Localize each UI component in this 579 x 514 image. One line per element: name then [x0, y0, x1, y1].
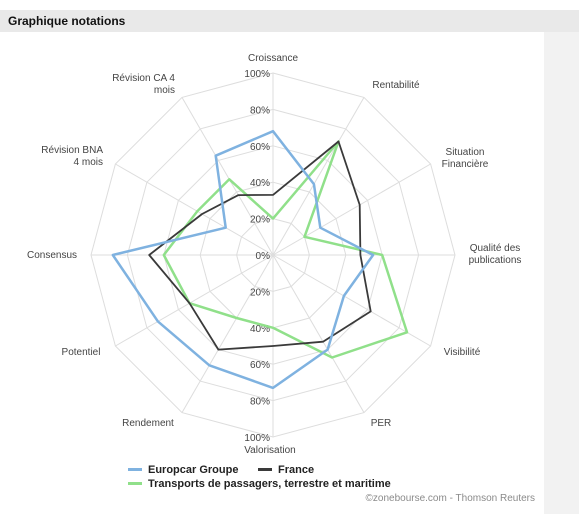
legend-item-france[interactable]: France [258, 464, 314, 476]
series-line-3 [162, 140, 409, 359]
radial-tick-label-lower: 40% [250, 324, 270, 335]
category-label-4: Qualité des publications [469, 243, 522, 266]
category-label-3: Situation Financière [442, 147, 489, 170]
category-label-2: Rentabilité [372, 80, 420, 91]
legend-label-transports: Transports de passagers, terrestre et ma… [148, 478, 391, 490]
radial-tick-label-upper: 60% [250, 142, 270, 153]
legend-item-transports[interactable]: Transports de passagers, terrestre et ma… [128, 478, 391, 490]
radial-tick-label-lower: 20% [250, 287, 270, 298]
grid-spoke [115, 163, 274, 256]
category-label-7: Valorisation [244, 445, 296, 456]
radial-tick-label-upper: 20% [250, 215, 270, 226]
radial-tick-label-lower: 60% [250, 360, 270, 371]
category-label-12: Révision CA 4 mois [112, 73, 175, 96]
legend-label-france: France [278, 464, 315, 476]
grid-spoke [181, 97, 274, 256]
category-label-1: Croissance [248, 53, 298, 64]
grid-spoke [272, 163, 431, 256]
radial-tick-label-upper: 0% [256, 251, 271, 262]
radial-tick-label-upper: 40% [250, 178, 270, 189]
legend-label-europcar: Europcar Groupe [148, 464, 239, 476]
chart-title: Graphique notations [8, 14, 126, 28]
legend-swatch-transports [128, 481, 142, 485]
radial-tick-label-lower: 100% [244, 433, 270, 444]
legend-swatch-france [258, 467, 272, 471]
legend-item-europcar[interactable]: Europcar Groupe [128, 464, 238, 476]
radial-tick-label-lower: 80% [250, 397, 270, 408]
series-line-1 [111, 129, 375, 390]
category-label-6: PER [371, 418, 392, 429]
legend-swatch-europcar [128, 467, 142, 471]
chart-panel [0, 32, 544, 514]
radial-tick-label-upper: 80% [250, 105, 270, 116]
category-label-8: Rendement [122, 418, 174, 429]
grid-spoke [181, 254, 274, 413]
category-label-11: Révision BNA 4 mois [41, 145, 103, 168]
radial-tick-label-upper: 100% [244, 69, 270, 80]
grid-spoke [115, 254, 274, 347]
category-label-5: Visibilité [444, 347, 481, 358]
category-label-9: Potentiel [62, 347, 101, 358]
source-credit: ©zonebourse.com - Thomson Reuters [365, 493, 535, 504]
right-strip [544, 32, 579, 514]
grid-spoke [272, 97, 365, 256]
grid-spoke [272, 254, 431, 347]
grid-spoke [272, 254, 365, 413]
series-line-2 [148, 140, 372, 351]
chart-header: Graphique notations [0, 10, 579, 32]
category-label-10: Consensus [27, 250, 77, 261]
